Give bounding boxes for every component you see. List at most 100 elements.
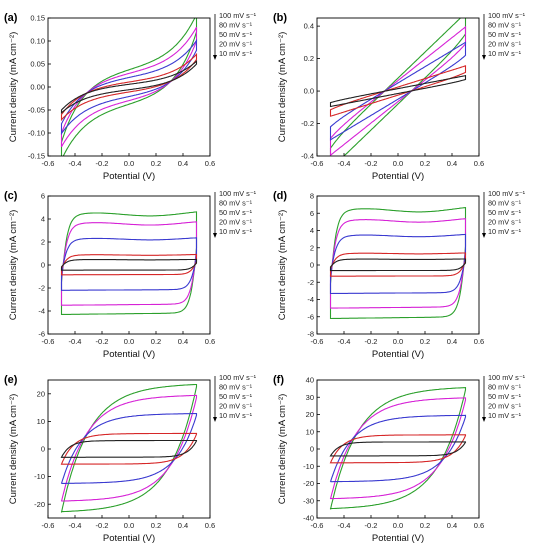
x-tick-label: -0.6 (42, 337, 55, 346)
plot-frame (316, 379, 480, 519)
x-tick-label: -0.2 (96, 159, 109, 168)
legend-entry: 100 mV s⁻¹ (219, 189, 257, 198)
y-tick-label: 0.05 (30, 60, 45, 69)
legend-entry: 100 mV s⁻¹ (488, 11, 526, 20)
y-tick-label: -0.10 (28, 129, 45, 138)
x-tick-label: 0.2 (151, 337, 161, 346)
series-line-3 (60, 432, 198, 465)
x-axis-label: Potential (V) (103, 171, 155, 182)
panel-label: (e) (4, 374, 18, 386)
y-tick-label: 2 (41, 238, 45, 247)
y-tick-label: -40 (303, 514, 314, 523)
panel-label: (c) (4, 190, 18, 202)
x-tick-label: 0.0 (124, 521, 134, 530)
x-tick-label: -0.4 (338, 521, 351, 530)
y-tick-label: -2 (38, 284, 45, 293)
legend-entry: 50 mV s⁻¹ (219, 30, 253, 39)
series-line-3 (329, 252, 467, 277)
y-tick-label: 10 (37, 417, 45, 426)
y-tick-label: 8 (310, 192, 314, 201)
y-tick-label: 2 (310, 243, 314, 252)
x-tick-label: -0.4 (69, 337, 82, 346)
x-tick-label: 0.0 (393, 337, 403, 346)
x-tick-label: 0.4 (178, 159, 188, 168)
x-tick-label: 0.4 (447, 337, 457, 346)
legend-entry: 50 mV s⁻¹ (219, 392, 253, 401)
y-tick-label: 0.10 (30, 37, 45, 46)
y-tick-label: 0.0 (304, 87, 314, 96)
legend-arrow-head (482, 417, 486, 422)
series-line-3 (329, 65, 467, 117)
x-tick-label: -0.6 (311, 521, 324, 530)
y-axis-label: Current density (mA cm⁻²) (8, 32, 19, 143)
series-line-1 (329, 218, 467, 309)
y-tick-label: 0.00 (30, 83, 45, 92)
series-line-1 (329, 25, 467, 156)
x-tick-label: -0.2 (96, 521, 109, 530)
x-axis-label: Potential (V) (372, 349, 424, 360)
series-line-1 (60, 221, 198, 306)
legend-entry: 80 mV s⁻¹ (488, 21, 522, 30)
x-tick-label: 0.6 (205, 159, 215, 168)
legend-entry: 20 mV s⁻¹ (488, 40, 522, 49)
series-group (329, 206, 467, 320)
x-tick-label: -0.6 (42, 159, 55, 168)
legend-entry: 50 mV s⁻¹ (488, 208, 522, 217)
y-tick-label: -30 (303, 496, 314, 505)
legend-entry: 100 mV s⁻¹ (488, 373, 526, 382)
y-tick-label: -0.15 (28, 152, 45, 161)
x-tick-label: 0.6 (474, 521, 484, 530)
panel-label: (a) (4, 12, 18, 24)
y-tick-label: -10 (303, 462, 314, 471)
series-line-4 (60, 258, 198, 271)
legend-entry: 20 mV s⁻¹ (219, 402, 253, 411)
y-tick-label: 0 (41, 261, 45, 270)
x-axis-label: Potential (V) (103, 533, 155, 544)
x-axis-label: Potential (V) (103, 349, 155, 360)
legend-entry: 20 mV s⁻¹ (219, 40, 253, 49)
x-tick-label: -0.6 (311, 337, 324, 346)
y-tick-label: -10 (34, 472, 45, 481)
y-tick-label: -4 (38, 307, 45, 316)
x-tick-label: 0.4 (178, 521, 188, 530)
series-line-1 (60, 394, 198, 502)
y-axis-label: Current density (mA cm⁻²) (8, 394, 19, 505)
x-axis-label: Potential (V) (372, 171, 424, 182)
y-tick-label: 0 (41, 445, 45, 454)
x-tick-label: -0.4 (69, 521, 82, 530)
legend-arrow-head (482, 233, 486, 238)
x-tick-label: 0.0 (393, 159, 403, 168)
series-line-3 (329, 434, 467, 464)
legend-arrow-head (213, 55, 217, 60)
legend-entry: 80 mV s⁻¹ (488, 199, 522, 208)
y-tick-label: -6 (307, 312, 314, 321)
x-tick-label: 0.4 (447, 159, 457, 168)
y-tick-label: 0 (310, 261, 314, 270)
x-tick-label: -0.6 (311, 159, 324, 168)
y-tick-label: 20 (37, 389, 45, 398)
x-tick-label: -0.2 (365, 159, 378, 168)
legend-entry: 50 mV s⁻¹ (488, 30, 522, 39)
legend-entry: 80 mV s⁻¹ (219, 383, 253, 392)
series-group (60, 211, 198, 315)
series-line-4 (329, 441, 467, 457)
x-tick-label: 0.6 (474, 337, 484, 346)
series-line-4 (60, 439, 198, 458)
y-tick-label: 40 (306, 376, 314, 385)
panel-label: (f) (273, 374, 284, 386)
series-line-0 (329, 206, 467, 320)
series-line-0 (60, 211, 198, 315)
series-line-0 (329, 18, 467, 156)
x-tick-label: 0.2 (420, 159, 430, 168)
panel-label: (b) (273, 12, 287, 24)
series-line-0 (329, 386, 467, 510)
x-tick-label: 0.2 (420, 521, 430, 530)
x-tick-label: 0.0 (393, 521, 403, 530)
x-tick-label: -0.4 (338, 159, 351, 168)
x-tick-label: 0.2 (151, 521, 161, 530)
series-group (60, 18, 198, 156)
x-tick-label: 0.2 (151, 159, 161, 168)
legend-entry: 100 mV s⁻¹ (219, 11, 257, 20)
legend-entry: 20 mV s⁻¹ (219, 218, 253, 227)
series-line-0 (60, 383, 198, 513)
